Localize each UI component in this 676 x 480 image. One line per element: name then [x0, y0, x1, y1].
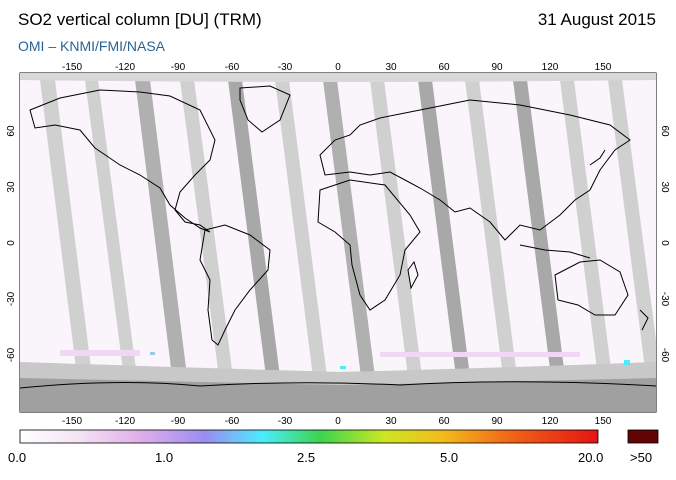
lat-tick-label: -30: [659, 292, 670, 307]
lat-tick-label: 30: [6, 181, 17, 193]
colorbar-overflow-label: >50: [630, 450, 653, 465]
orbit-gap: [275, 80, 330, 400]
lon-tick-label: 60: [438, 416, 450, 427]
lon-tick-label: -30: [278, 62, 293, 73]
lon-tick-label: -90: [171, 416, 186, 427]
orbit-gap: [180, 80, 236, 400]
antarctica: [20, 378, 656, 412]
lon-tick-label: 60: [438, 62, 450, 73]
colorbar-label: 1.0: [155, 450, 174, 465]
colorbar: [19, 429, 599, 444]
map-date: 31 August 2015: [537, 10, 656, 29]
lat-tick-label: -60: [6, 347, 17, 362]
lon-tick-label: -150: [62, 62, 82, 73]
lon-tick-label: 30: [385, 62, 397, 73]
lat-tick-label: -60: [659, 348, 670, 363]
lat-tick-label: 60: [6, 125, 17, 137]
lat-tick-label: 60: [659, 125, 670, 137]
new-zealand-coast: [639, 309, 649, 331]
orbit-gap: [560, 80, 615, 400]
orbit-gap: [513, 80, 568, 400]
lon-tick-label: -60: [225, 416, 240, 427]
lon-tick-label: -90: [171, 62, 186, 73]
colorbar-label: 0.0: [8, 450, 27, 465]
lat-tick-label: -30: [6, 291, 17, 306]
madagascar-coast: [407, 260, 419, 290]
lat-tick-label: 0: [6, 240, 17, 246]
lon-tick-label: 120: [542, 416, 559, 427]
lon-tick-label: -120: [115, 416, 135, 427]
australia-coast: [554, 259, 629, 316]
colorbar-label: 2.5: [297, 450, 316, 465]
colorbar-overflow-swatch: [627, 429, 659, 444]
lon-tick-label: -30: [278, 416, 293, 427]
orbit-gap: [370, 80, 425, 400]
lon-tick-label: -120: [115, 62, 135, 73]
north-america-coast: [29, 89, 216, 233]
lat-ticks-right: 60 30 0 -30 -60: [659, 125, 670, 362]
orbit-gap: [228, 80, 283, 400]
lon-tick-label: -150: [62, 416, 82, 427]
orbit-gap: [465, 80, 520, 400]
lat-tick-label: 0: [659, 240, 670, 246]
lon-tick-label: 0: [335, 62, 341, 73]
lat-ticks-left: 60 30 0 -30 -60: [6, 125, 17, 362]
lon-tick-label: -60: [225, 62, 240, 73]
greenland-coast: [239, 85, 291, 133]
orbit-gap: [40, 80, 95, 400]
orbit-gap: [418, 80, 473, 400]
colorbar-label: 5.0: [440, 450, 459, 465]
lon-tick-label: 150: [595, 416, 612, 427]
lon-tick-label: 150: [595, 62, 612, 73]
map-title: SO2 vertical column [DU] (TRM): [18, 10, 262, 29]
lon-tick-label: 120: [542, 62, 559, 73]
so2-noise-south: [60, 350, 630, 369]
lon-tick-label: 0: [335, 416, 341, 427]
eurasia-coast: [319, 99, 631, 241]
polar-night-north: [20, 73, 656, 82]
data-credit: OMI – KNMI/FMI/NASA: [18, 38, 166, 54]
orbit-gap: [85, 80, 140, 400]
lon-ticks-top: -150 -120 -90 -60 -30 0 30 60 90 120 150: [62, 62, 612, 73]
orbit-gaps: [40, 80, 656, 400]
lat-tick-label: 30: [659, 181, 670, 193]
africa-coast: [317, 179, 421, 311]
lon-tick-label: 90: [491, 416, 503, 427]
indonesia-coast: [519, 244, 591, 259]
antarctica-coast: [20, 381, 656, 389]
coastlines: [20, 85, 656, 389]
orbit-gap: [608, 80, 656, 400]
lon-tick-label: 90: [491, 62, 503, 73]
lon-tick-label: 30: [385, 416, 397, 427]
south-america-coast: [199, 224, 271, 346]
orbit-gap: [323, 80, 378, 400]
japan-coast: [589, 149, 606, 166]
orbit-gap: [135, 80, 190, 400]
colorbar-label: 20.0: [578, 450, 604, 465]
lon-ticks-bottom: -150 -120 -90 -60 -30 0 30 60 90 120 150: [62, 416, 612, 427]
